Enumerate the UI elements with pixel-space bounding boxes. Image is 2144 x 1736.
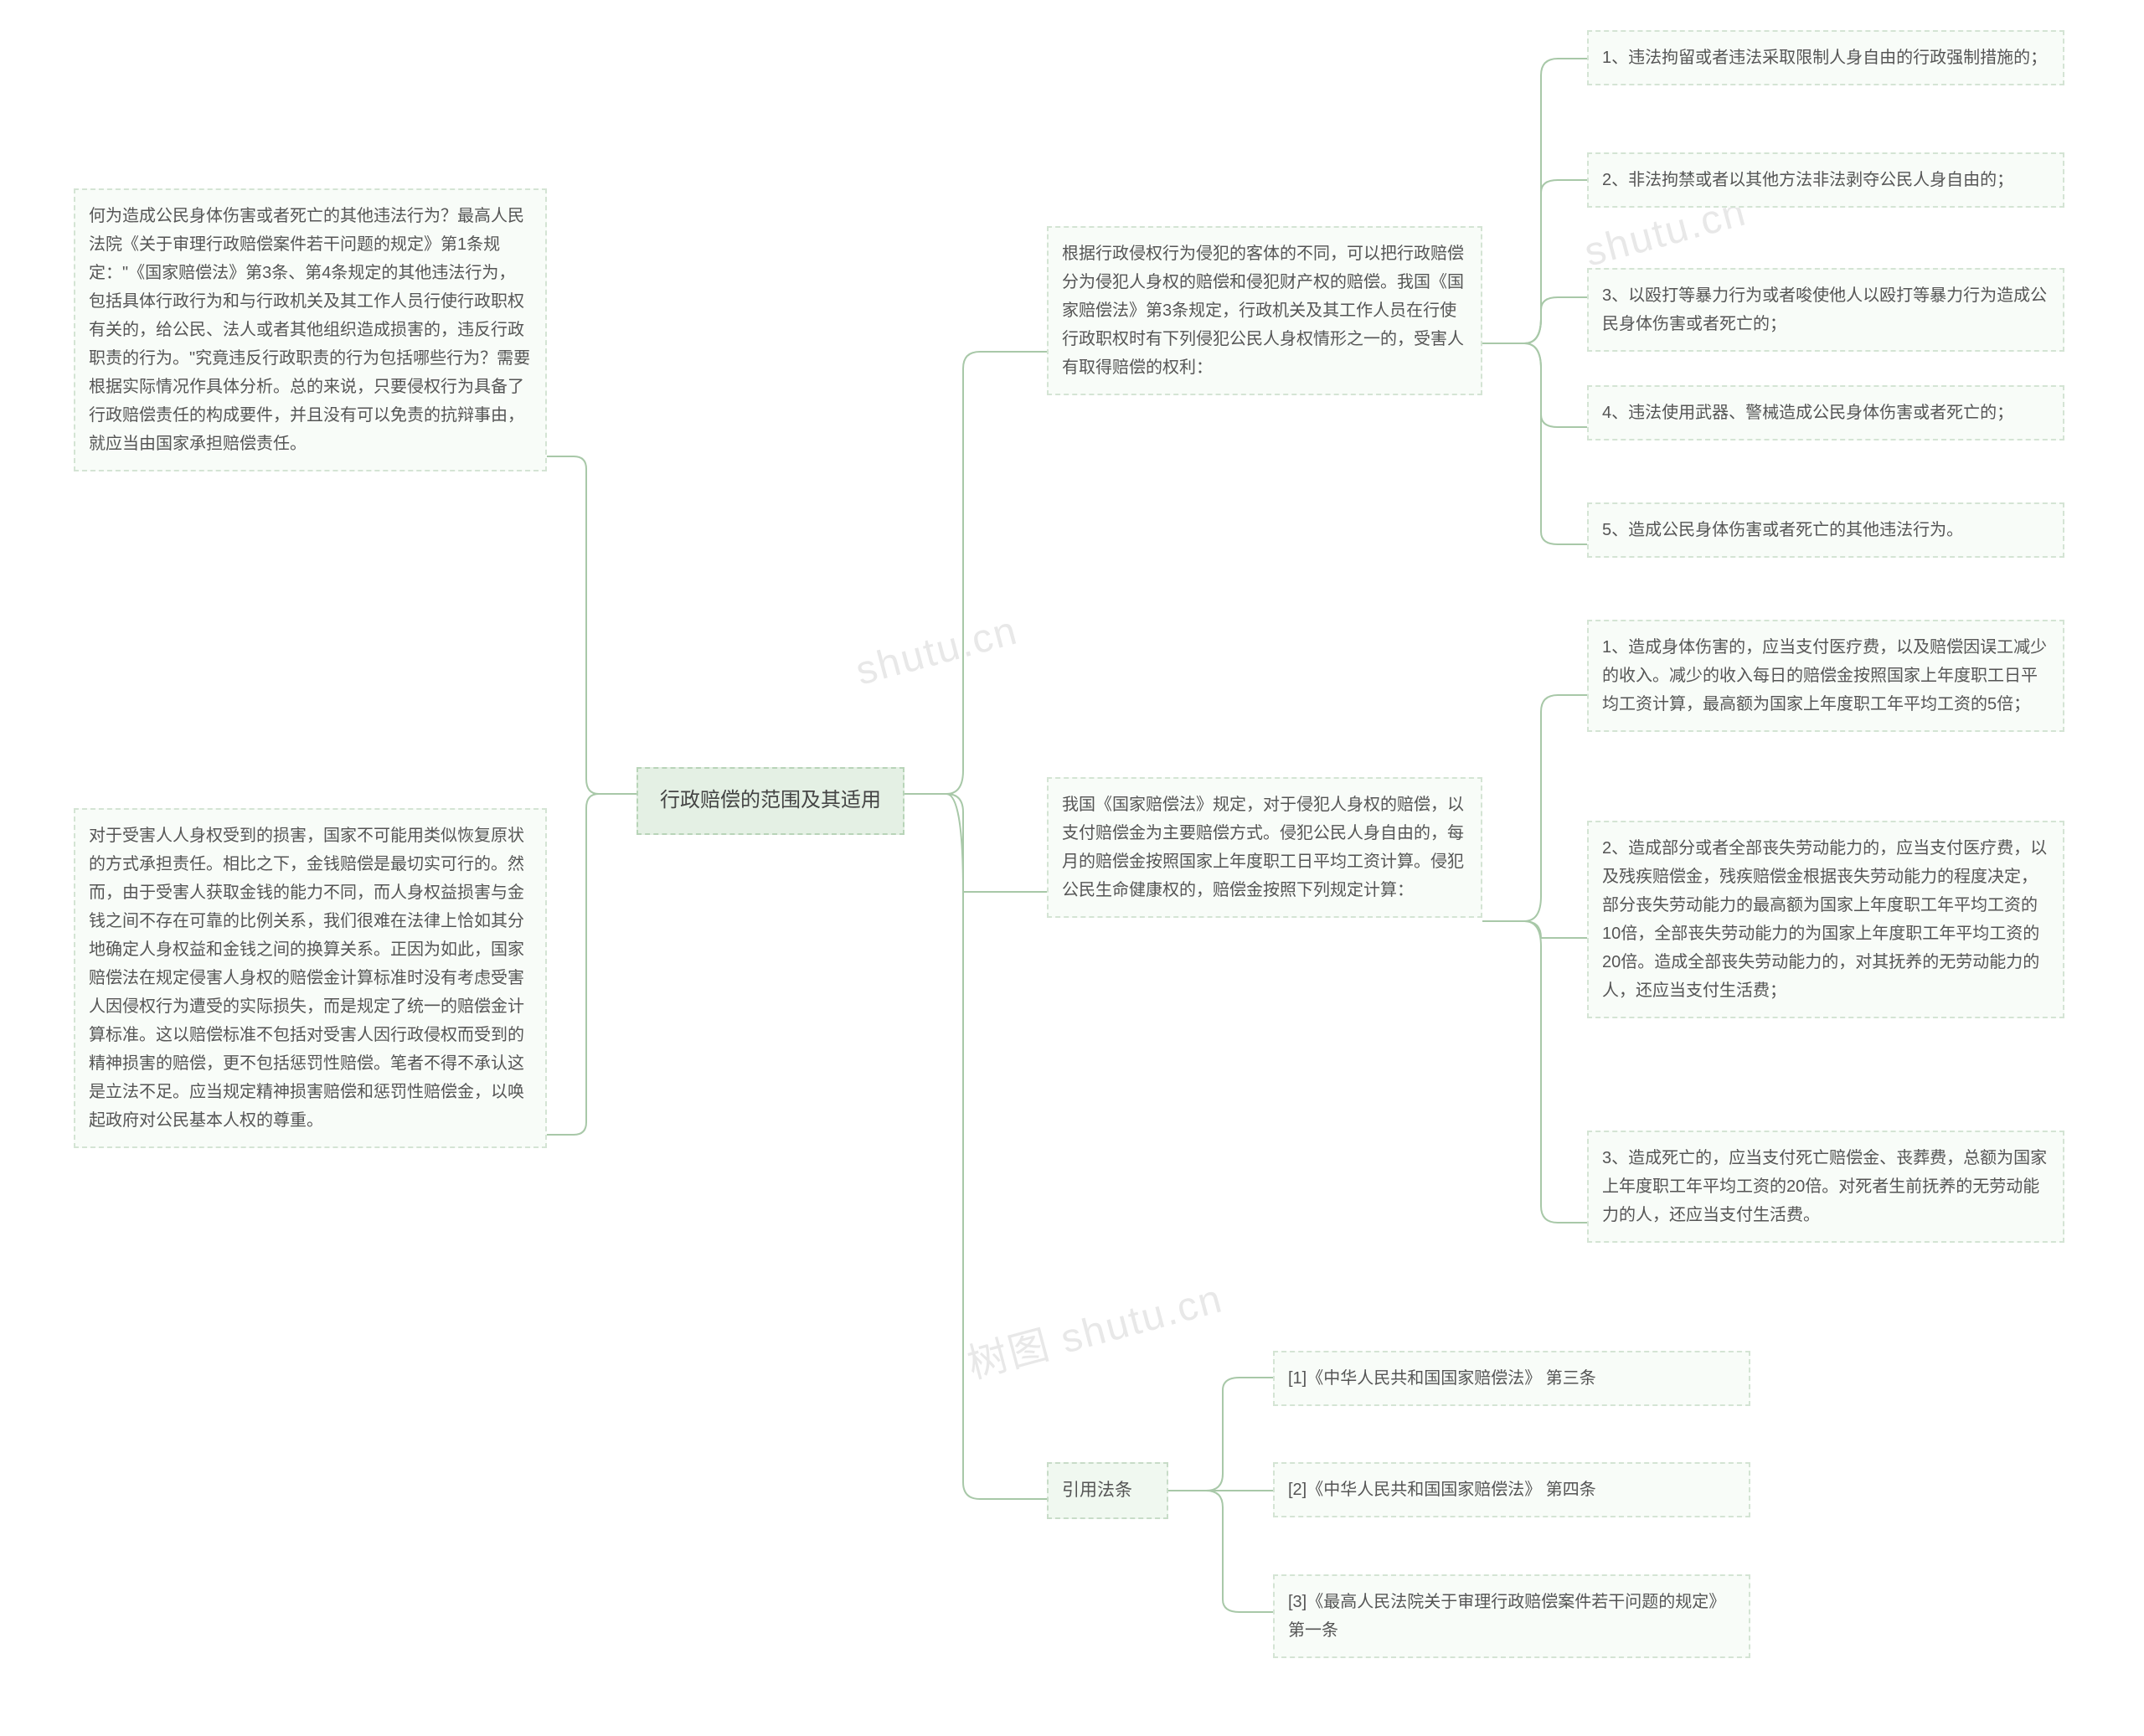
branch1-item-2: 2、非法拘禁或者以其他方法非法剥夺公民人身自由的； bbox=[1587, 152, 2064, 208]
branch2-item-3: 3、造成死亡的，应当支付死亡赔偿金、丧葬费，总额为国家上年度职工年平均工资的20… bbox=[1587, 1131, 2064, 1243]
watermark: shutu.cn bbox=[851, 607, 1023, 694]
branch1-item-1: 1、违法拘留或者违法采取限制人身自由的行政强制措施的； bbox=[1587, 30, 2064, 85]
watermark: 树图 shutu.cn bbox=[960, 1265, 1228, 1390]
branch1-item-4: 4、违法使用武器、警械造成公民身体伤害或者死亡的； bbox=[1587, 385, 2064, 440]
left-box-1: 何为造成公民身体伤害或者死亡的其他违法行为？最高人民法院《关于审理行政赔偿案件若… bbox=[74, 188, 547, 471]
branch2-item-1: 1、造成身体伤害的，应当支付医疗费，以及赔偿因误工减少的收入。减少的收入每日的赔… bbox=[1587, 620, 2064, 732]
branch3-item-2: [2]《中华人民共和国国家赔偿法》 第四条 bbox=[1273, 1462, 1750, 1517]
branch1-item-3: 3、以殴打等暴力行为或者唆使他人以殴打等暴力行为造成公民身体伤害或者死亡的； bbox=[1587, 268, 2064, 352]
branch1-item-5: 5、造成公民身体伤害或者死亡的其他违法行为。 bbox=[1587, 502, 2064, 558]
branch3-item-3: [3]《最高人民法院关于审理行政赔偿案件若干问题的规定》 第一条 bbox=[1273, 1574, 1750, 1658]
branch1-main: 根据行政侵权行为侵犯的客体的不同，可以把行政赔偿分为侵犯人身权的赔偿和侵犯财产权… bbox=[1047, 226, 1482, 395]
branch2-main: 我国《国家赔偿法》规定，对于侵犯人身权的赔偿，以支付赔偿金为主要赔偿方式。侵犯公… bbox=[1047, 777, 1482, 918]
branch3-item-1: [1]《中华人民共和国国家赔偿法》 第三条 bbox=[1273, 1351, 1750, 1406]
branch3-main: 引用法条 bbox=[1047, 1462, 1168, 1519]
branch2-item-2: 2、造成部分或者全部丧失劳动能力的，应当支付医疗费，以及残疾赔偿金，残疾赔偿金根… bbox=[1587, 821, 2064, 1018]
left-box-2: 对于受害人人身权受到的损害，国家不可能用类似恢复原状的方式承担责任。相比之下，金… bbox=[74, 808, 547, 1148]
center-node: 行政赔偿的范围及其适用 bbox=[636, 767, 904, 835]
